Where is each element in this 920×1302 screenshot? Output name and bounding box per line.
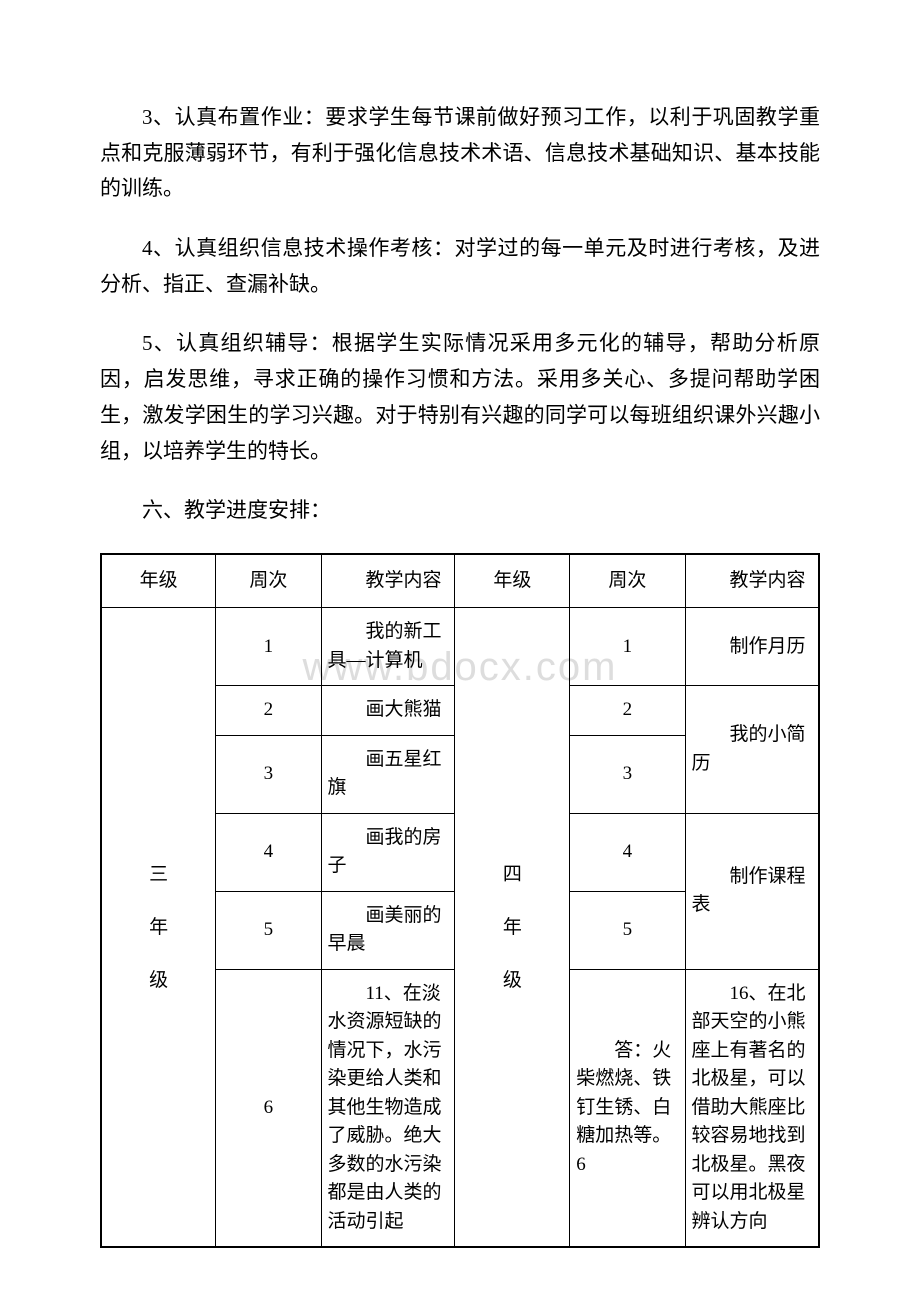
header-grade-right: 年级: [455, 554, 570, 608]
content-cell: 我的小简历: [685, 686, 819, 814]
week-cell: 1: [216, 608, 321, 686]
grade-3-cell: 三 年 级: [101, 608, 216, 1248]
week-cell: 答：火柴燃烧、铁钉生锈、白糖加热等。6: [570, 969, 685, 1247]
week-cell: 4: [570, 813, 685, 891]
week-cell: 3: [570, 735, 685, 813]
week-cell: 2: [216, 686, 321, 736]
content-cell: 16、在北部天空的小熊座上有著名的北极星，可以借助大熊座比较容易地找到北极星。黑…: [685, 969, 819, 1247]
header-week-left: 周次: [216, 554, 321, 608]
content-cell: 画美丽的早晨: [321, 891, 455, 969]
section-heading-6: 六、教学进度安排：: [100, 493, 820, 529]
teaching-schedule-table: 年级 周次 教学内容 年级 周次 教学内容 三 年 级 1 我的新工具—计算机 …: [100, 553, 820, 1249]
content-cell: 制作月历: [685, 608, 819, 686]
paragraph-4: 4、认真组织信息技术操作考核：对学过的每一单元及时进行考核，及进分析、指正、查漏…: [100, 231, 820, 302]
table-header-row: 年级 周次 教学内容 年级 周次 教学内容: [101, 554, 819, 608]
header-week-right: 周次: [570, 554, 685, 608]
week-cell: 3: [216, 735, 321, 813]
content-cell: 画大熊猫: [321, 686, 455, 736]
week-cell: 4: [216, 813, 321, 891]
week-cell: 2: [570, 686, 685, 736]
header-content-right: 教学内容: [685, 554, 819, 608]
content-cell: 画五星红旗: [321, 735, 455, 813]
content-cell: 我的新工具—计算机: [321, 608, 455, 686]
week-cell: 5: [216, 891, 321, 969]
week-cell: 5: [570, 891, 685, 969]
grade-4-cell: 四 年 级: [455, 608, 570, 1248]
header-grade-left: 年级: [101, 554, 216, 608]
document-content: 3、认真布置作业：要求学生每节课前做好预习工作，以利于巩固教学重点和克服薄弱环节…: [100, 100, 820, 1248]
paragraph-3: 3、认真布置作业：要求学生每节课前做好预习工作，以利于巩固教学重点和克服薄弱环节…: [100, 100, 820, 207]
week-cell: 1: [570, 608, 685, 686]
paragraph-5: 5、认真组织辅导：根据学生实际情况采用多元化的辅导，帮助分析原因，启发思维，寻求…: [100, 326, 820, 469]
content-cell: 11、在淡水资源短缺的情况下，水污染更给人类和其他生物造成了威胁。绝大多数的水污…: [321, 969, 455, 1247]
content-cell: 画我的房子: [321, 813, 455, 891]
table-row: 三 年 级 1 我的新工具—计算机 四 年 级 1 制作月历: [101, 608, 819, 686]
content-cell: 制作课程表: [685, 813, 819, 969]
header-content-left: 教学内容: [321, 554, 455, 608]
week-cell: 6: [216, 969, 321, 1247]
